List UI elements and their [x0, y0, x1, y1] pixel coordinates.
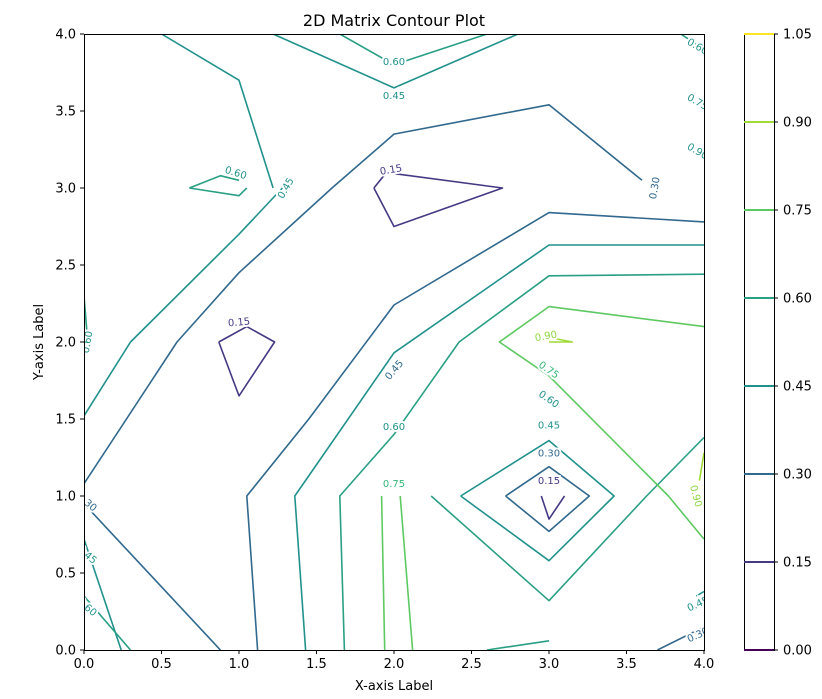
contour-line-0.60-0	[189, 174, 240, 189]
contour-line-0.60-5	[430, 436, 704, 602]
x-tick-label: 0.0	[74, 657, 95, 672]
contour-label-2: 0.15	[379, 163, 403, 178]
contour-line-0.90-0	[548, 336, 574, 343]
chart-title: 2D Matrix Contour Plot	[303, 11, 485, 30]
x-tick-label: 3.0	[539, 657, 560, 672]
x-tick-label: 4.0	[694, 657, 715, 672]
contour-line-0.15-0	[373, 171, 504, 228]
contour-line-0.60-3	[339, 273, 704, 650]
colorbar-tick-label: 0.30	[783, 468, 812, 483]
colorbar-tick-label: 0.75	[783, 204, 812, 219]
contour-line-0.15-1	[218, 325, 276, 397]
contour-label-19: 0.45	[74, 544, 98, 567]
y-tick-label: 2.5	[55, 259, 76, 274]
contour-label-20: 0.60	[74, 596, 98, 619]
contour-label-12: 0.45	[538, 421, 560, 432]
contour-line-0.30-4	[657, 626, 704, 650]
contour-label-24: 0.45	[686, 595, 711, 614]
colorbar-tick-label: 0.90	[783, 116, 812, 131]
x-tick-label: 1.0	[229, 657, 250, 672]
contour-label-25: 0.30	[686, 626, 711, 645]
contour-line-0.45-1	[161, 34, 274, 189]
contour-label-21: 0.60	[685, 37, 710, 58]
contour-label-6: 0.15	[228, 317, 251, 330]
colorbar-tick-label: 0.45	[783, 380, 812, 395]
contour-line-0.45-0	[84, 187, 283, 417]
x-axis-label: X-axis Label	[355, 679, 433, 694]
contour-line-0.60-4	[84, 595, 132, 650]
contour-label-23: 0.90	[685, 142, 710, 163]
contour-line-0.30-3	[505, 465, 591, 533]
y-tick-label: 3.5	[55, 105, 76, 120]
contour-label-5: 0.30	[648, 176, 663, 200]
contour-line-0.45-6	[695, 590, 704, 597]
contour-label-18: 0.30	[74, 492, 98, 515]
contour-label-9: 0.75	[536, 360, 561, 382]
x-tick-label: 2.0	[384, 657, 405, 672]
contour-label-0: 0.60	[383, 57, 405, 68]
contour-label-22: 0.75	[685, 92, 710, 113]
colorbar-frame	[744, 34, 775, 651]
contour-line-0.75-0	[498, 305, 704, 540]
contour-line-0.75-2	[399, 495, 414, 650]
contour-label-15: 0.75	[383, 479, 405, 490]
contour-line-0.60-2	[339, 34, 488, 66]
plot-area: 0.60 0.45 0.15 0.60 0.45 0.30 0.15 0.45 0.90 0.75…	[74, 34, 711, 650]
colorbar-tick-label: 0.60	[783, 292, 812, 307]
contour-line-0.60-6	[486, 640, 550, 650]
colorbar-tick-label: 0.15	[783, 556, 812, 571]
contour-label-16: 0.90	[687, 484, 703, 508]
y-tick-label: 1.5	[55, 413, 76, 428]
x-tick-label: 1.5	[306, 657, 327, 672]
contour-line-0.60-7	[680, 34, 704, 51]
colorbar-tick-label: 1.05	[783, 28, 812, 43]
y-tick-label: 0.0	[55, 644, 76, 659]
contour-line-0.30-2	[84, 503, 221, 650]
contour-label-10: 0.60	[536, 389, 561, 411]
y-tick-label: 4.0	[55, 28, 76, 43]
x-axis: 0.0 0.5 1.0 1.5 2.0 2.5 3.0 3.5 4.0	[74, 650, 715, 672]
x-tick-label: 0.5	[151, 657, 172, 672]
y-tick-label: 0.5	[55, 567, 76, 582]
contour-line-0.45-3	[294, 244, 704, 650]
contour-label-11: 0.60	[383, 422, 405, 433]
colorbar: 0.00 0.15 0.30 0.45 0.60 0.75 0.90 1.05	[744, 28, 812, 659]
colorbar-tick-label: 0.00	[783, 644, 812, 659]
y-tick-label: 1.0	[55, 490, 76, 505]
contour-line-0.30-1	[246, 211, 704, 650]
contour-line-0.45-2	[272, 34, 519, 89]
contour-line-0.60-1	[189, 187, 248, 197]
y-axis: 0.0 0.5 1.0 1.5 2.0 2.5 3.0 3.5 4.0	[55, 28, 84, 659]
x-tick-label: 3.5	[616, 657, 637, 672]
x-tick-label: 2.5	[461, 657, 482, 672]
contour-label-4: 0.45	[276, 176, 297, 201]
contour-line-0.75-1	[380, 495, 386, 650]
contour-line-0.45-5	[460, 439, 615, 562]
contour-line-0.30-0	[84, 104, 643, 485]
contour-label-1: 0.45	[383, 91, 405, 102]
y-axis-label: Y-axis Label	[32, 304, 47, 381]
y-tick-label: 3.0	[55, 182, 76, 197]
contour-label-13: 0.30	[538, 448, 560, 459]
contour-line-0.15-2	[540, 495, 566, 520]
contour-label-14: 0.15	[538, 476, 560, 487]
contour-line-0.90-1	[698, 452, 704, 481]
y-tick-label: 2.0	[55, 336, 76, 351]
